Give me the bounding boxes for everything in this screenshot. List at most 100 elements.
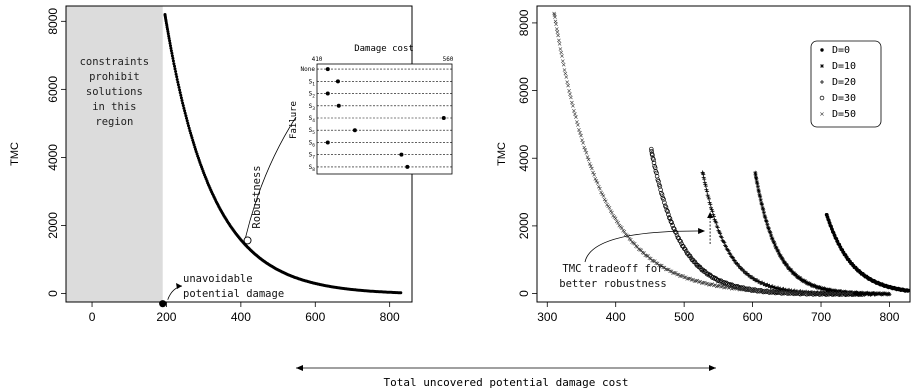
inset-row-point <box>325 140 330 145</box>
tradeoff-label-line-2: better robustness <box>559 278 666 290</box>
right-data-point <box>792 272 797 277</box>
failure-inset: Damage cost 410 560 Failure None S1 S2 S3 S4… <box>289 44 454 175</box>
right-data-point <box>559 50 564 55</box>
right-data-point <box>709 274 714 279</box>
right-data-point <box>760 206 765 210</box>
left-x-tick-label: 0 <box>89 310 96 324</box>
right-x-tick-label: 400 <box>606 310 626 324</box>
right-data-point <box>553 15 557 19</box>
right-data-point <box>671 225 676 231</box>
right-data-point <box>682 275 687 280</box>
right-data-point <box>561 62 566 67</box>
right-x-tick-label: 800 <box>879 310 899 324</box>
right-data-point <box>882 291 887 296</box>
right-data-point <box>794 273 799 278</box>
right-data-point <box>816 291 821 295</box>
right-data-point <box>602 197 607 202</box>
right-data-point <box>668 269 672 274</box>
right-data-point <box>658 187 663 193</box>
right-data-point <box>583 148 588 152</box>
right-data-point <box>859 292 865 297</box>
left-data-point <box>177 85 181 89</box>
right-data-point <box>849 291 854 296</box>
left-data-point <box>171 56 175 60</box>
right-data-point <box>724 247 729 251</box>
right-data-point <box>714 220 719 225</box>
right-data-point <box>590 166 594 171</box>
legend-symbol <box>819 95 825 101</box>
right-data-point <box>813 290 817 295</box>
left-data-point <box>166 30 170 33</box>
left-ylabel: TMC <box>9 142 21 166</box>
right-data-point <box>658 263 663 268</box>
right-data-point <box>667 216 673 221</box>
right-data-point <box>715 225 720 230</box>
legend: D=0 D=10 D=20 D=30 D=50 <box>810 40 882 128</box>
inset-rows: None S1 S2 S3 S4 S5 S6 S7 S8 <box>301 66 452 173</box>
inset-row-label: S7 <box>309 152 316 161</box>
left-data-point <box>191 141 195 144</box>
right-data-point <box>764 219 769 224</box>
right-data-point <box>554 27 559 31</box>
right-data-point <box>675 272 679 277</box>
right-x-tick-label: 700 <box>811 310 831 324</box>
left-data-point <box>178 91 182 95</box>
right-data-point <box>757 192 762 197</box>
right-data-point <box>821 290 826 295</box>
left-data-point <box>181 104 185 108</box>
right-data-point <box>707 200 712 205</box>
robustness-line <box>245 116 297 238</box>
inset-row-label: S4 <box>309 115 316 124</box>
right-x-tick-label: 600 <box>743 310 763 324</box>
right-data-point <box>791 290 796 295</box>
right-data-point <box>666 215 672 220</box>
right-data-point <box>574 115 578 119</box>
left-data-point <box>166 32 170 36</box>
right-data-point <box>697 280 701 284</box>
robustness-point <box>243 236 252 245</box>
right-data-point <box>655 261 660 266</box>
right-data-point <box>800 278 805 283</box>
right-data-point <box>857 292 862 298</box>
right-data-point <box>776 249 781 254</box>
right-y-tick-label: 0 <box>517 290 531 297</box>
right-data-point <box>841 291 846 296</box>
right-data-point <box>777 251 781 256</box>
right-data-point <box>661 265 665 270</box>
left-data-point <box>186 121 190 125</box>
right-data-point <box>685 276 690 281</box>
shaded-region-label: constraints prohibit solutions in this r… <box>80 56 150 128</box>
inset-row-point <box>352 128 357 133</box>
legend-symbol <box>820 112 824 116</box>
right-data-point <box>796 290 801 294</box>
left-data-point <box>173 64 176 68</box>
right-data-point <box>651 160 657 166</box>
right-data-point <box>788 289 793 294</box>
right-data-point <box>878 291 883 296</box>
right-data-point <box>568 92 572 97</box>
right-x-tick-label: 500 <box>674 310 694 324</box>
right-data-point <box>778 254 783 258</box>
unavoidable-label-line-1: unavoidable <box>183 273 253 285</box>
right-data-point <box>584 150 589 155</box>
right-data-point <box>804 290 809 295</box>
left-data-point <box>188 129 192 133</box>
legend-entry-label: D=30 <box>832 93 856 104</box>
shade-label-line: region <box>95 116 133 128</box>
right-data-point <box>762 213 767 218</box>
right-data-point <box>560 54 564 58</box>
right-data-point <box>565 80 570 85</box>
right-data-point <box>562 68 567 72</box>
left-data-point <box>167 36 171 40</box>
right-data-point <box>585 155 590 159</box>
left-data-point <box>171 59 175 63</box>
right-data-point <box>797 276 802 281</box>
unavoidable-arrow-head <box>176 283 182 289</box>
left-data-point <box>172 62 176 66</box>
right-data-point <box>622 229 627 234</box>
left-data-point <box>181 101 185 105</box>
right-data-point <box>654 261 659 266</box>
right-data-point <box>880 291 885 296</box>
right-data-point <box>887 292 892 297</box>
